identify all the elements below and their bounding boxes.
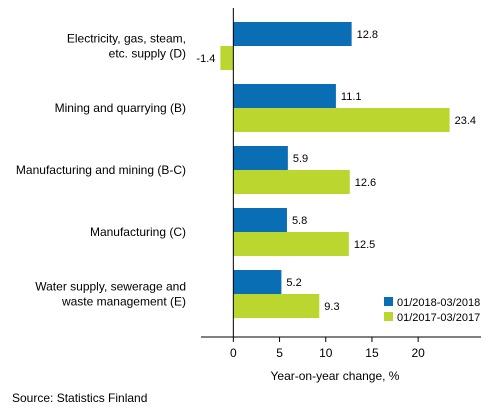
bar [233, 270, 282, 294]
category-label: Manufacturing and mining (B-C) [16, 163, 186, 177]
x-axis-title: Year-on-year change, % [271, 369, 400, 383]
x-tick-label: 10 [319, 346, 333, 360]
bar [220, 46, 234, 70]
data-label: 11.1 [341, 91, 362, 103]
data-label: 5.8 [292, 215, 307, 227]
x-tick-label: 0 [230, 346, 237, 360]
legend-label: 01/2018-03/2018 [397, 297, 480, 309]
legend-swatch [384, 297, 393, 306]
bar [233, 170, 350, 194]
data-label: -1.4 [196, 53, 215, 65]
bar [233, 208, 287, 232]
x-tick-label: 15 [365, 346, 379, 360]
category-label: Electricity, gas, steam, etc. supply (D) [67, 32, 186, 61]
category-label: Water supply, sewerage and waste manageme… [35, 280, 186, 309]
bar [233, 108, 450, 132]
bar [233, 232, 349, 256]
x-tick-label: 5 [276, 346, 283, 360]
data-label: 5.9 [293, 153, 308, 165]
data-label: 23.4 [455, 115, 476, 127]
data-label: 9.3 [324, 301, 339, 313]
bar [233, 294, 320, 318]
legend-label: 01/2017-03/2017 [397, 312, 480, 324]
bar [233, 84, 336, 108]
bar [233, 146, 288, 170]
data-label: 12.6 [355, 177, 376, 189]
data-label: 5.2 [286, 277, 301, 289]
data-label: 12.8 [357, 29, 378, 41]
category-label: Manufacturing (C) [90, 225, 186, 239]
category-label: Mining and quarrying (B) [55, 101, 186, 115]
x-tick-label: 20 [411, 346, 425, 360]
bar [233, 22, 352, 46]
legend-swatch [384, 312, 393, 321]
data-label: 12.5 [354, 239, 375, 251]
source-note: Source: Statistics Finland [12, 391, 148, 405]
